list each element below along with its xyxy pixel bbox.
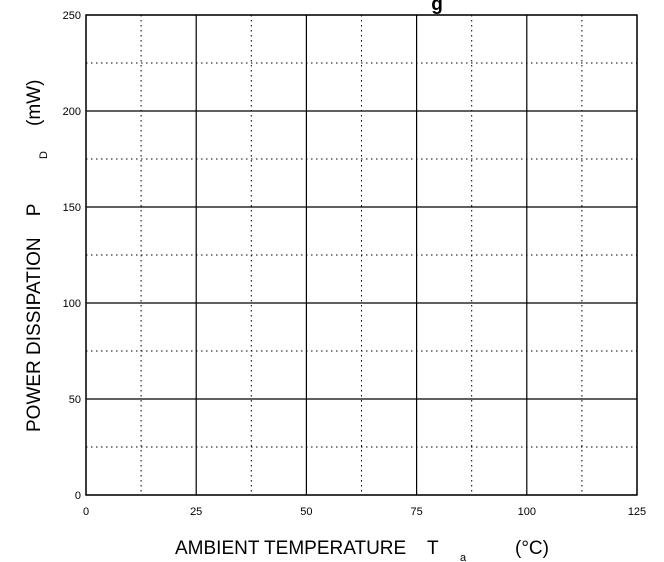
- x-axis-label-subscript: a: [460, 552, 467, 562]
- y-axis-label-unit: (mW): [24, 80, 45, 126]
- y-axis-label: POWER DISSIPATION P D (mW): [24, 80, 50, 432]
- chart-title: g: [431, 0, 443, 15]
- x-tick-label: 75: [410, 506, 422, 518]
- y-tick-label: 200: [63, 106, 81, 118]
- x-tick-label: 0: [83, 506, 89, 518]
- x-tick-label: 25: [190, 506, 202, 518]
- x-axis-label-unit: (°C): [515, 538, 549, 559]
- y-tick-label: 150: [63, 202, 81, 214]
- x-tick-labels: 0 25 50 75 100 125: [83, 506, 646, 518]
- x-tick-label: 50: [300, 506, 312, 518]
- y-axis-label-subscript: D: [38, 151, 50, 159]
- y-tick-labels: 0 50 100 150 200 250: [63, 10, 81, 502]
- x-axis-label-text: AMBIENT TEMPERATURE T: [175, 538, 439, 559]
- plot-frame: [85, 14, 638, 496]
- y-tick-label: 50: [69, 394, 81, 406]
- y-tick-label: 0: [75, 490, 81, 502]
- x-tick-label: 125: [628, 506, 646, 518]
- x-tick-label: 100: [518, 506, 536, 518]
- y-tick-label: 100: [63, 298, 81, 310]
- minor-grid: [86, 15, 637, 495]
- x-axis-label: AMBIENT TEMPERATURE T: [175, 538, 439, 559]
- y-axis-label-text: POWER DISSIPATION P: [24, 204, 45, 432]
- y-tick-label: 250: [63, 10, 81, 22]
